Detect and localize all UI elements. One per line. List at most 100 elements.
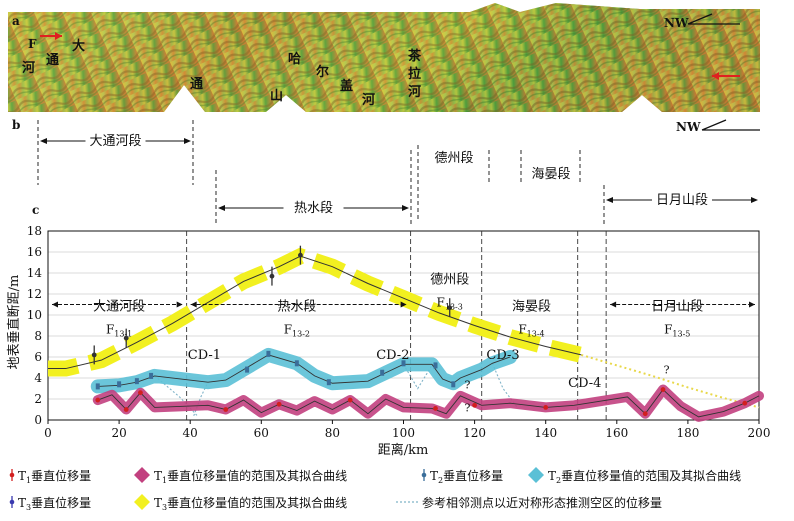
arrow-head-left [218,205,225,211]
panel-b-letter: b [12,118,20,132]
north-arrow-b [701,119,760,131]
boundary-label-cd3: CD-3 [486,348,519,363]
uncertainty-mark: ? [465,378,471,391]
t2-point [134,378,139,385]
panel-a-terrain: a F 大 通 河 通 山 哈 尔 盖 茶 拉 河 河 NW [8,3,760,112]
legend-label-t2r: T2垂直位移量值的范围及其拟合曲线 [548,468,741,485]
panel-b: b NW [12,118,760,134]
y-tick-label: 6 [34,350,42,364]
y-tick-label: 10 [27,308,42,322]
legend-label-t1r: T1垂直位移量值的范围及其拟合曲线 [154,468,347,485]
fault-arrow-right-head [712,72,719,80]
x-tick-label: 200 [748,426,771,440]
legend-symbol-point [9,499,15,505]
x-tick-label: 60 [254,426,269,440]
panel-b-label-haiyan: 海晏段 [531,167,570,182]
legend-label-t3r: T3垂直位移量值的范围及其拟合曲线 [154,495,347,512]
t2-point [380,369,385,376]
legend: T1垂直位移量 T1垂直位移量值的范围及其拟合曲线 T2垂直位移量 T2垂直位移量值的… [9,467,741,512]
t3-point [91,352,97,358]
y-tick-label: 18 [27,224,42,238]
boundary-label-cd4: CD-4 [568,376,601,391]
t2-point [326,379,331,386]
t1-point [138,390,143,396]
t2-point [451,381,456,388]
t2-point [401,360,406,367]
t3-inferred-tail [580,353,760,409]
legend-label-t1p: T1垂直位移量 [18,468,91,485]
t1-point [123,407,129,412]
segment-label-riyue: 日月山段 [651,300,703,315]
t3-point [123,335,129,341]
t2-point [433,362,438,369]
uncertainty-mark: ? [664,364,670,377]
t1-point [642,411,648,417]
fault-label: F [28,37,37,51]
x-tick-label: 180 [676,426,699,440]
y-tick-label: 16 [27,245,42,259]
svg-text:哈: 哈 [288,51,301,67]
legend-symbol-range [134,494,150,510]
arrow-head-right [184,138,191,144]
north-label-a: NW [664,16,689,30]
legend-label-t2p: T2垂直位移量 [430,468,503,485]
svg-text:盖: 盖 [340,78,353,94]
segment-label-haiyan: 海晏段 [512,300,551,315]
legend-symbol-point [421,472,427,478]
segment-label-dezhou: 德州段 [430,272,469,287]
fault-label-haiyan: F13-4 [518,323,544,339]
x-tick-label: 40 [183,426,198,440]
legend-label-ref: 参考相邻测点以近对称形态推测空区的位移量 [422,495,662,510]
x-tick-label: 100 [392,426,415,440]
x-tick-label: 140 [534,426,557,440]
t2-point [245,366,250,373]
legend-label-t3p: T3垂直位移量 [18,495,91,512]
x-tick-label: 160 [605,426,628,440]
inferred-gap-curve [403,364,433,390]
t2-fit-curve [97,354,511,387]
boundary-label-cd1: CD-1 [188,348,221,363]
arrow-head-left [610,301,617,308]
boundary-label-cd2: CD-2 [376,348,409,363]
legend-symbol-range [528,467,544,483]
svg-text:河: 河 [408,84,421,100]
place-names: 大 通 河 通 山 哈 尔 盖 茶 拉 河 河 [22,38,422,108]
segment-label-datong: 大通河段 [93,300,145,315]
arrow-head-right [751,197,758,203]
t1-point [742,400,748,406]
t1-point [95,397,101,403]
panel-b-label-riyue: 日月山段 [656,193,708,208]
t3-point [447,305,453,311]
plot-frame [47,230,760,421]
x-tick-label: 20 [111,426,126,440]
legend-symbol-point [9,472,15,478]
plot-annotations: 大通河段 F13-1 热水段 F13-2 德州段 F13-3 海晏段 F13-4 日月山段 F13… [52,272,755,414]
svg-text:茶: 茶 [408,48,422,64]
svg-text:通: 通 [46,52,59,68]
t1-point [347,397,353,403]
t2-point [95,383,100,390]
y-axis-label: 地表垂直断距/m [7,275,22,370]
inferred-gap-curve [193,381,209,416]
x-tick-label: 0 [44,426,52,440]
t2-point [149,372,154,379]
t3-point [269,273,275,279]
panel-b-label-dezhou: 德州段 [434,151,473,166]
fault-label-datong: F13-1 [106,323,132,339]
panel-a-letter: a [12,14,20,28]
x-tick-label: 120 [463,426,486,440]
t1-point [543,405,549,410]
t1-point [223,407,229,412]
y-tick-label: 4 [34,371,42,385]
north-arrow-a [687,13,740,25]
arrow-head-right [402,205,409,211]
legend-symbol-range [134,467,150,483]
t1-fit-curve [97,388,760,418]
fault-label-riyue: F13-5 [664,323,690,339]
t1-point [433,406,438,411]
svg-text:拉: 拉 [408,66,421,82]
t1-point [276,401,282,407]
fault-label-reshui: F13-2 [284,323,310,339]
t2-point [117,381,122,388]
